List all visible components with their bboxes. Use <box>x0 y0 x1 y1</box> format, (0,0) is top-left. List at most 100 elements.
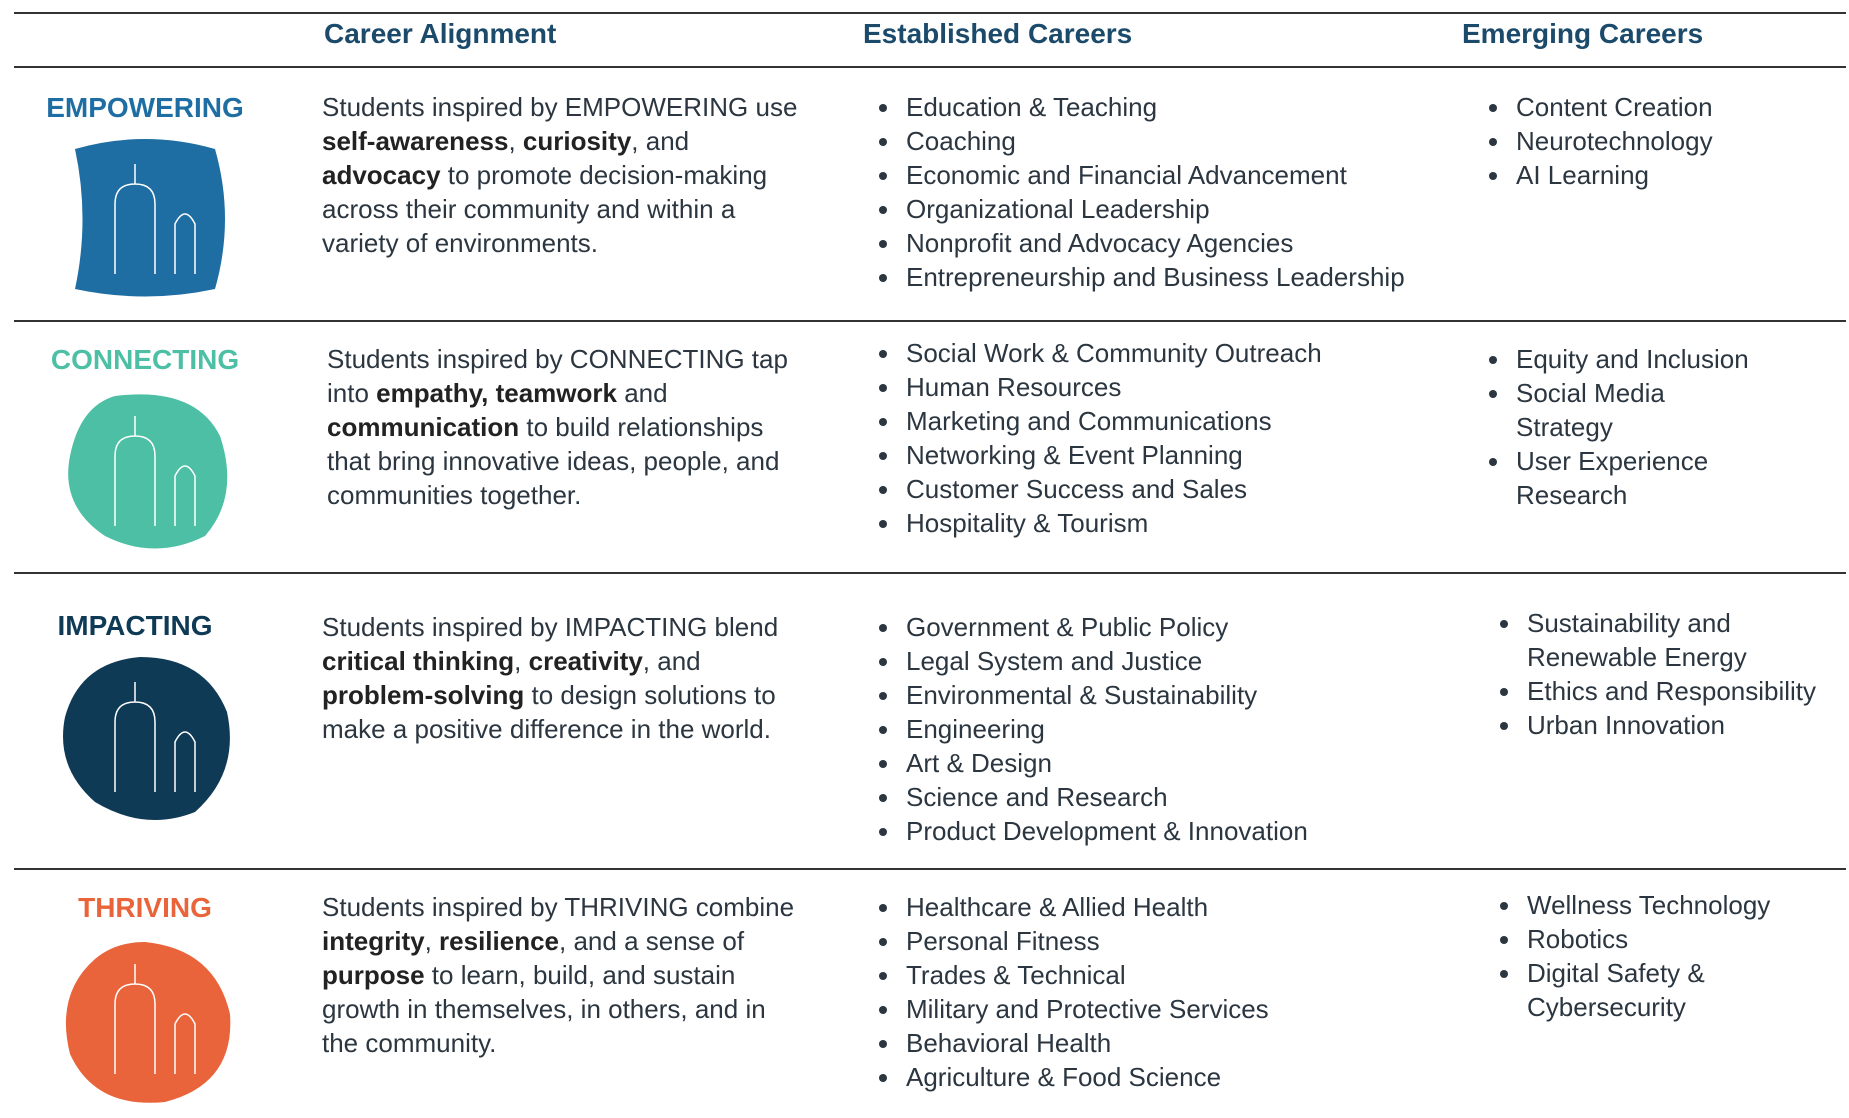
row-icon <box>75 139 225 297</box>
table-row: THRIVING Students inspired by THRIVING co… <box>0 868 1849 1118</box>
row-rule <box>14 572 1846 574</box>
established-list: Government & Public PolicyLegal System a… <box>868 610 1502 848</box>
icon-drawing <box>114 416 196 526</box>
established-list: Healthcare & Allied HealthPersonal Fitne… <box>868 890 1502 1094</box>
description-run: communication <box>327 412 520 442</box>
established-career: Behavioral Health <box>902 1026 1502 1060</box>
description-run: purpose <box>322 960 425 990</box>
established-career: Government & Public Policy <box>902 610 1502 644</box>
description-run: problem-solving <box>322 680 525 710</box>
emerging-career: Wellness Technology <box>1523 888 1823 922</box>
row-name: CONNECTING <box>50 344 240 375</box>
emerging-list: Content CreationNeurotechnologyAI Learni… <box>1478 90 1812 192</box>
established-career: Science and Research <box>902 780 1502 814</box>
established-career: Organizational Leadership <box>902 192 1502 226</box>
emerging-career: Sustainability and Renewable Energy <box>1523 606 1823 674</box>
emerging-career: Equity and Inclusion <box>1512 342 1762 376</box>
emerging-career: Neurotechnology <box>1512 124 1812 158</box>
description-run: Students inspired by EMPOWERING use <box>322 92 798 122</box>
row-rule <box>14 868 1846 870</box>
description-run: Students inspired by CONNECTING tap into <box>327 344 788 408</box>
established-career: Agriculture & Food Science <box>902 1060 1502 1094</box>
description-run: , and <box>631 126 690 156</box>
icon-blob <box>75 139 225 297</box>
column-header: Career Alignment <box>324 18 557 49</box>
emerging-career: User Experience Research <box>1512 444 1762 512</box>
row-icon <box>63 657 230 820</box>
emerging-career: Content Creation <box>1512 90 1812 124</box>
description-run: integrity <box>322 926 425 956</box>
established-career: Networking & Event Planning <box>902 438 1502 472</box>
emerging-career: Digital Safety & Cybersecurity <box>1523 956 1823 1024</box>
description-run: , and a sense of <box>559 926 745 956</box>
description-run: empathy, teamwork <box>376 378 617 408</box>
established-career: Customer Success and Sales <box>902 472 1502 506</box>
description-run: and <box>616 378 668 408</box>
description-run: , and <box>642 646 701 676</box>
icon-blob <box>65 942 231 1103</box>
emerging-career: Urban Innovation <box>1523 708 1823 742</box>
established-career: Military and Protective Services <box>902 992 1502 1026</box>
emerging-career: Robotics <box>1523 922 1823 956</box>
established-career: Personal Fitness <box>902 924 1502 958</box>
established-career: Coaching <box>902 124 1502 158</box>
established-career: Trades & Technical <box>902 958 1502 992</box>
emerging-list: Sustainability and Renewable EnergyEthic… <box>1489 606 1823 742</box>
established-career: Social Work & Community Outreach <box>902 336 1502 370</box>
description-run: to promote decision-making across their … <box>322 160 768 258</box>
row-name: EMPOWERING <box>46 92 244 123</box>
row-icon <box>68 394 228 549</box>
row-rule <box>14 320 1846 322</box>
description-run: creativity <box>528 646 643 676</box>
description-run: self-awareness <box>322 126 509 156</box>
description-run: Students inspired by THRIVING combine <box>322 892 795 922</box>
emerging-list: Wellness TechnologyRoboticsDigital Safet… <box>1489 888 1823 1024</box>
emerging-career: AI Learning <box>1512 158 1812 192</box>
icon-drawing <box>114 164 196 274</box>
established-career: Hospitality & Tourism <box>902 506 1502 540</box>
description-run: , <box>514 646 529 676</box>
row-icon <box>65 942 231 1103</box>
icon-drawing <box>114 682 196 792</box>
established-career: Economic and Financial Advancement <box>902 158 1502 192</box>
description: Students inspired by CONNECTING tap into… <box>327 342 807 512</box>
established-career: Marketing and Communications <box>902 404 1502 438</box>
established-career: Engineering <box>902 712 1502 746</box>
description-run: , <box>508 126 523 156</box>
table-row: CONNECTING Students inspired by CONNECTIN… <box>0 320 1849 572</box>
top-rule <box>14 12 1846 14</box>
description-run: to design solutions to make a positive d… <box>322 680 776 744</box>
established-career: Entrepreneurship and Business Leadership <box>902 260 1502 294</box>
established-career: Art & Design <box>902 746 1502 780</box>
description-run: resilience <box>439 926 560 956</box>
description-run: to build relationships that bring innova… <box>327 412 780 510</box>
established-list: Education & TeachingCoachingEconomic and… <box>868 90 1502 294</box>
description: Students inspired by IMPACTING blend cri… <box>322 610 802 746</box>
description-run: Students inspired by IMPACTING blend <box>322 612 779 642</box>
emerging-list: Equity and InclusionSocial Media Strateg… <box>1478 342 1762 512</box>
column-header: Established Careers <box>863 18 1133 49</box>
established-career: Legal System and Justice <box>902 644 1502 678</box>
established-career: Healthcare & Allied Health <box>902 890 1502 924</box>
row-name: IMPACTING <box>57 610 213 641</box>
row-name: THRIVING <box>78 892 212 923</box>
icon-drawing <box>114 964 196 1074</box>
header-rule <box>14 66 1846 68</box>
established-list: Social Work & Community OutreachHuman Re… <box>868 336 1502 540</box>
icon-blob <box>63 657 230 820</box>
established-career: Human Resources <box>902 370 1502 404</box>
established-career: Nonprofit and Advocacy Agencies <box>902 226 1502 260</box>
description-run: critical thinking <box>322 646 515 676</box>
column-header: Emerging Careers <box>1462 18 1704 49</box>
icon-blob <box>68 394 228 549</box>
emerging-career: Ethics and Responsibility <box>1523 674 1823 708</box>
description-run: curiosity <box>522 126 632 156</box>
established-career: Education & Teaching <box>902 90 1502 124</box>
description-run: advocacy <box>322 160 441 190</box>
established-career: Environmental & Sustainability <box>902 678 1502 712</box>
description-run: , <box>424 926 440 956</box>
table-row: IMPACTING Students inspired by IMPACTING … <box>0 572 1849 868</box>
description: Students inspired by EMPOWERING use self… <box>322 90 802 260</box>
table-row: EMPOWERING Students inspired by EMPOWERIN… <box>0 68 1849 320</box>
